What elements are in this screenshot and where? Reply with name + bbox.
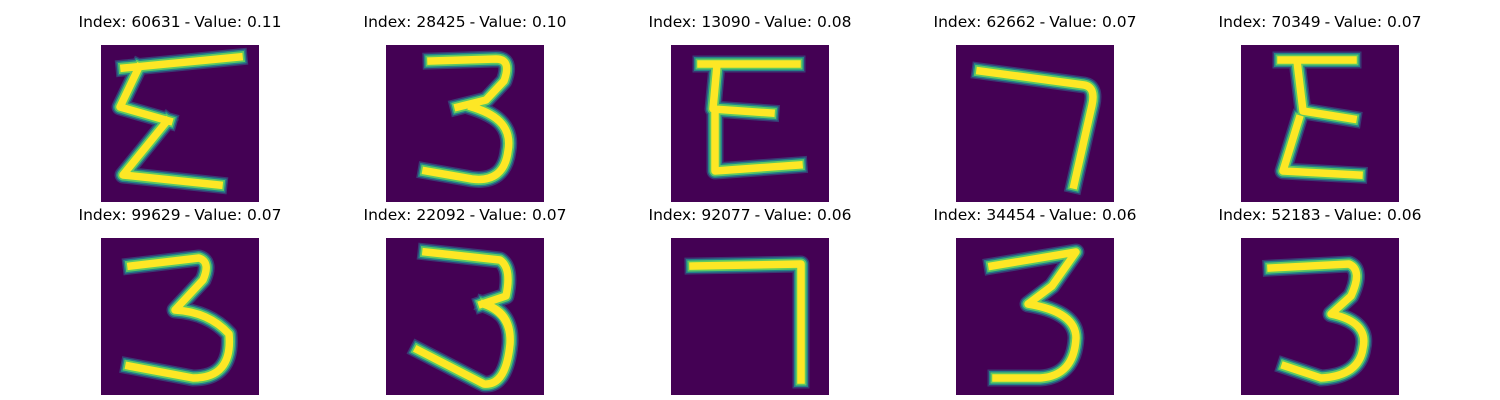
digit-panel: Index: 70349- Value: 0.07 [1210,11,1430,202]
panel-value: 0.07 [1386,13,1422,31]
separator: - [1039,13,1046,31]
panel-value: 0.10 [531,13,567,31]
digit-stroke-core [689,260,805,384]
digit-stroke-core [975,66,1097,190]
digit-stroke-core [1267,260,1368,382]
value-prefix: Value: [764,13,817,31]
value-prefix: Value: [194,13,247,31]
panel-value: 0.11 [246,13,282,31]
separator: - [1324,206,1331,224]
panel-value: 0.06 [1386,206,1422,224]
panel-title: Index: 99629- Value: 0.07 [70,204,290,226]
digit-stroke-core [412,247,514,388]
panel-title: Index: 34454- Value: 0.06 [925,204,1145,226]
index-prefix: Index: [648,206,702,224]
panel-title: Index: 22092- Value: 0.07 [355,204,575,226]
digit-panel: Index: 60631- Value: 0.11 [70,11,290,202]
panel-title: Index: 28425- Value: 0.10 [355,11,575,33]
value-prefix: Value: [1049,13,1102,31]
panel-index: 70349 [1271,13,1321,31]
digit-stroke-core [987,248,1080,382]
index-prefix: Index: [363,206,417,224]
index-prefix: Index: [933,206,987,224]
index-prefix: Index: [933,13,987,31]
digit-panel: Index: 13090- Value: 0.08 [640,11,860,202]
digit-panel: Index: 22092- Value: 0.07 [355,204,575,395]
digit-stroke-core [124,254,234,382]
panel-title: Index: 92077- Value: 0.06 [640,204,860,226]
value-prefix: Value: [194,206,247,224]
panel-index: 52183 [1271,206,1321,224]
digit-panel: Index: 52183- Value: 0.06 [1210,204,1430,395]
digit-stroke-core [421,55,513,184]
value-prefix: Value: [1334,13,1387,31]
digit-panel: Index: 34454- Value: 0.06 [925,204,1145,395]
value-prefix: Value: [479,206,532,224]
digit-image [1241,238,1399,395]
index-prefix: Index: [648,13,702,31]
separator: - [469,206,476,224]
digit-image [956,238,1114,395]
panel-title: Index: 62662- Value: 0.07 [925,11,1145,33]
digit-panel: Index: 28425- Value: 0.10 [355,11,575,202]
panel-title: Index: 60631- Value: 0.11 [70,11,290,33]
value-prefix: Value: [479,13,532,31]
index-prefix: Index: [363,13,417,31]
panel-index: 34454 [986,206,1036,224]
digit-image [671,238,829,395]
separator: - [184,13,191,31]
panel-value: 0.07 [1101,13,1137,31]
separator: - [184,206,191,224]
panel-index: 22092 [416,206,466,224]
panel-index: 13090 [701,13,751,31]
value-prefix: Value: [1049,206,1102,224]
panel-value: 0.08 [816,13,852,31]
separator: - [754,13,761,31]
index-prefix: Index: [1218,206,1272,224]
value-prefix: Value: [1334,206,1387,224]
panel-value: 0.07 [531,206,567,224]
value-prefix: Value: [764,206,817,224]
digit-image [671,45,829,202]
panel-index: 28425 [416,13,466,31]
panel-title: Index: 52183- Value: 0.06 [1210,204,1430,226]
panel-index: 92077 [701,206,751,224]
panel-value: 0.06 [816,206,852,224]
digit-panel: Index: 99629- Value: 0.07 [70,204,290,395]
separator: - [469,13,476,31]
digit-image [386,238,544,395]
digit-image [956,45,1114,202]
digit-panel: Index: 92077- Value: 0.06 [640,204,860,395]
index-prefix: Index: [78,206,132,224]
panel-title: Index: 13090- Value: 0.08 [640,11,860,33]
panel-value: 0.07 [246,206,282,224]
digit-image [101,238,259,395]
digit-image [1241,45,1399,202]
digit-stroke-core [1277,56,1363,179]
panel-index: 99629 [131,206,181,224]
panel-title: Index: 70349- Value: 0.07 [1210,11,1430,33]
digit-panel: Index: 62662- Value: 0.07 [925,11,1145,202]
panel-index: 62662 [986,13,1036,31]
panel-value: 0.06 [1101,206,1137,224]
separator: - [1039,206,1046,224]
index-prefix: Index: [1218,13,1272,31]
digit-stroke-core [116,52,244,190]
index-prefix: Index: [78,13,132,31]
digit-stroke-core [697,60,804,175]
digit-image [101,45,259,202]
separator: - [1324,13,1331,31]
digit-image [386,45,544,202]
separator: - [754,206,761,224]
panel-index: 60631 [131,13,181,31]
